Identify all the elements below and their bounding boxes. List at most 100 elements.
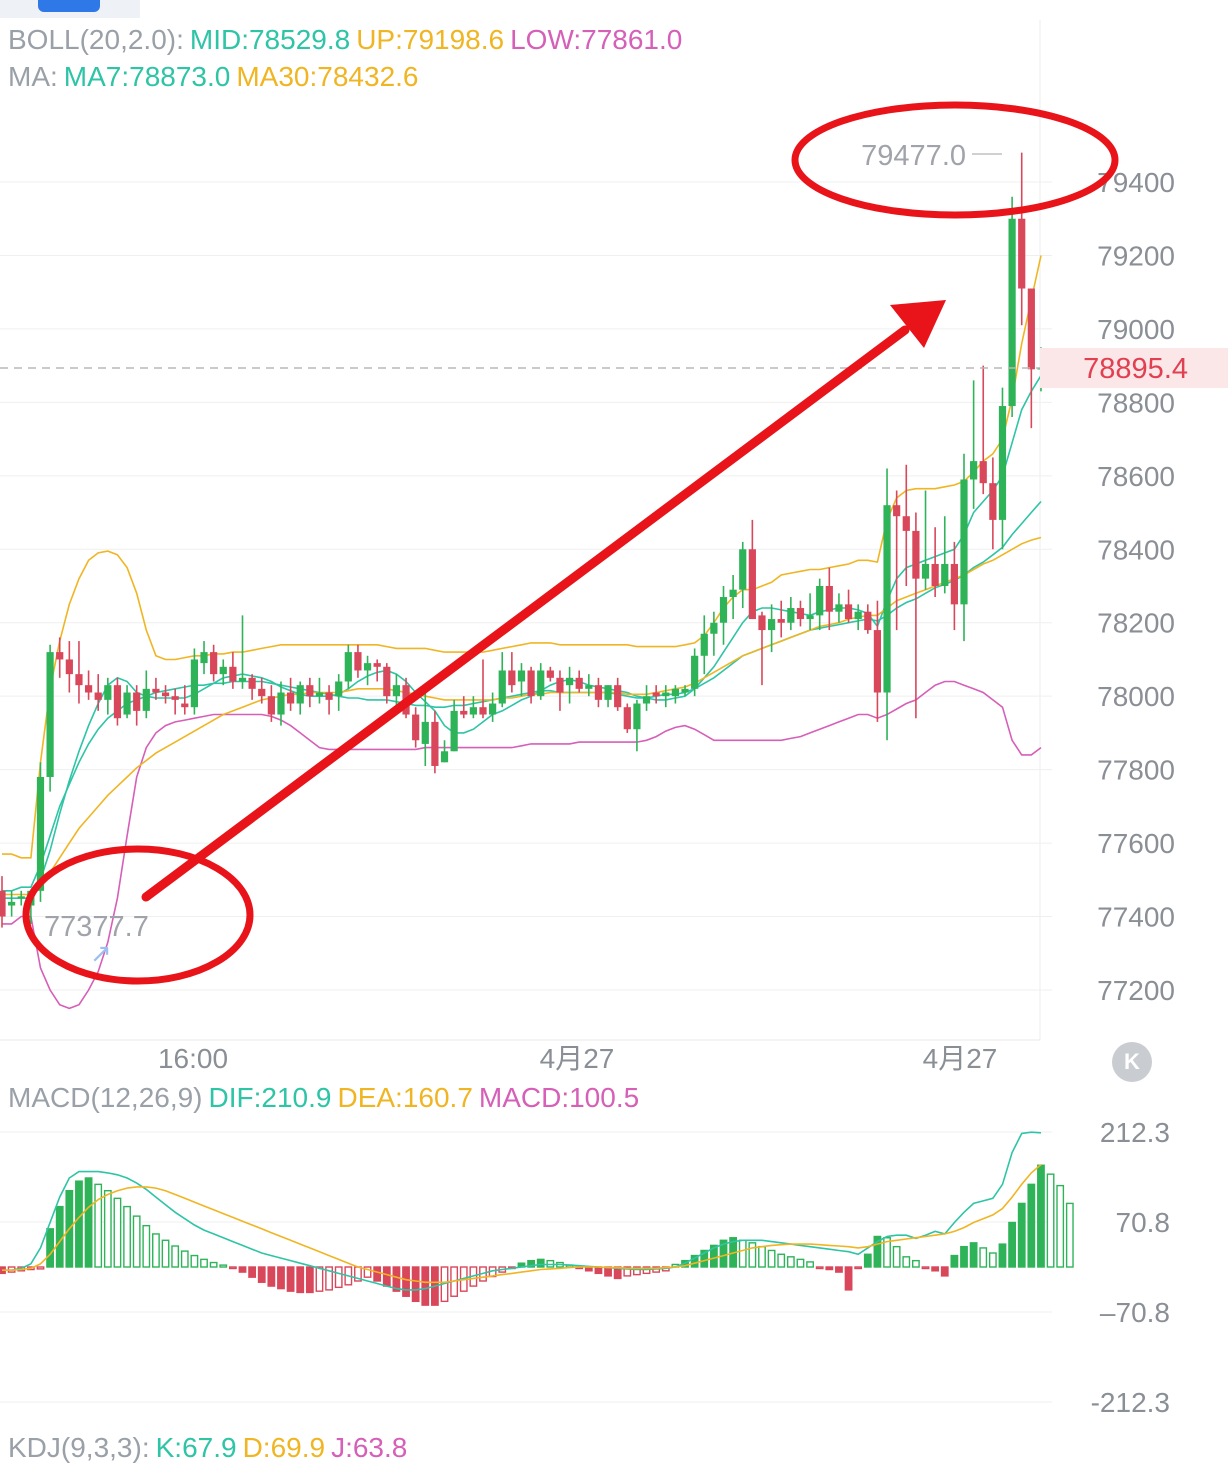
candle-up bbox=[921, 563, 930, 579]
candle-down bbox=[152, 688, 160, 693]
x-tick-label: 4月27 bbox=[923, 1043, 998, 1074]
candle-down bbox=[556, 677, 564, 693]
candle-down bbox=[1018, 218, 1026, 289]
macd-y-tick-label: 70.8 bbox=[1116, 1207, 1171, 1238]
macd-bar bbox=[700, 1249, 709, 1268]
trend-arrow-shaft bbox=[141, 325, 910, 902]
macd-bar bbox=[623, 1266, 632, 1277]
x-tick-label: 16:00 bbox=[158, 1043, 228, 1074]
boll-mid: MID:78529.8 bbox=[189, 24, 351, 55]
macd-bar bbox=[844, 1266, 853, 1291]
candle-up bbox=[537, 670, 545, 697]
candle-up bbox=[469, 707, 477, 715]
candle-up bbox=[585, 685, 593, 689]
annotations: 79477.0 77377.7↗ bbox=[22, 101, 1119, 985]
kline-switch-button[interactable]: K bbox=[1112, 1042, 1152, 1082]
y-tick-label: 78000 bbox=[1097, 681, 1175, 712]
high-circle-annotation bbox=[791, 101, 1119, 219]
candle-down bbox=[931, 563, 939, 586]
candle-up bbox=[719, 597, 728, 623]
macd-bar bbox=[171, 1245, 180, 1268]
candle-down bbox=[844, 604, 853, 620]
candle-up bbox=[710, 622, 718, 634]
y-tick-label: 78200 bbox=[1097, 608, 1175, 639]
dea-value: DEA:160.7 bbox=[337, 1082, 473, 1113]
y-tick-label: 77400 bbox=[1097, 902, 1175, 933]
current-price-label: 78895.4 bbox=[1083, 353, 1188, 385]
candle-down bbox=[652, 692, 660, 697]
candle-down bbox=[325, 692, 333, 700]
candle-up bbox=[489, 703, 497, 715]
macd-bar bbox=[46, 1228, 55, 1268]
macd-bar bbox=[305, 1266, 314, 1294]
macd-bar bbox=[277, 1266, 285, 1290]
candle-down bbox=[383, 666, 391, 697]
macd-bar bbox=[950, 1254, 959, 1268]
macd-bar bbox=[988, 1252, 997, 1268]
macd-bar bbox=[527, 1259, 536, 1268]
macd-lines bbox=[2, 1131, 1042, 1291]
macd-bar bbox=[238, 1266, 247, 1273]
candle-up bbox=[142, 688, 150, 711]
macd-y-tick-label: -212.3 bbox=[1091, 1387, 1170, 1418]
candle-up bbox=[729, 589, 737, 598]
candle-up bbox=[8, 901, 16, 906]
macd-bar bbox=[719, 1239, 728, 1268]
candle-down bbox=[912, 530, 920, 579]
macd-grid bbox=[0, 1131, 1052, 1403]
candle-up bbox=[633, 703, 641, 730]
candle-up bbox=[296, 685, 304, 704]
axis-labels: 7940079200790007880078600784007820078000… bbox=[0, 167, 1228, 1418]
y-tick-label: 77200 bbox=[1097, 975, 1175, 1006]
macd-bar bbox=[709, 1244, 718, 1268]
candle-down bbox=[248, 677, 256, 689]
candle-down bbox=[825, 586, 833, 612]
macd-bar bbox=[75, 1180, 83, 1268]
candle-down bbox=[614, 685, 622, 708]
candle-up bbox=[363, 663, 372, 671]
candlestick-series bbox=[0, 152, 1045, 928]
candle-down bbox=[623, 707, 631, 730]
x-tick-label: 4月27 bbox=[540, 1043, 615, 1074]
macd-bar bbox=[1017, 1202, 1026, 1268]
line-low bbox=[2, 680, 1042, 1010]
candle-up bbox=[277, 692, 285, 715]
ma7-value: MA7:78873.0 bbox=[63, 61, 231, 92]
candle-down bbox=[460, 710, 468, 715]
macd-bar bbox=[257, 1266, 266, 1283]
candle-down bbox=[113, 685, 122, 719]
macd-bar bbox=[854, 1266, 863, 1270]
candle-up bbox=[344, 652, 352, 682]
candle-up bbox=[998, 406, 1007, 520]
candle-down bbox=[989, 483, 997, 520]
macd-y-tick-label: –70.8 bbox=[1100, 1297, 1170, 1328]
candle-up bbox=[883, 505, 891, 693]
low-circle-annotation bbox=[22, 845, 254, 985]
y-tick-label: 78400 bbox=[1097, 534, 1175, 565]
macd-bar bbox=[902, 1256, 911, 1268]
candle-up bbox=[392, 685, 401, 697]
macd-bar bbox=[382, 1266, 391, 1287]
active-tab-indicator[interactable] bbox=[38, 0, 100, 12]
candle-down bbox=[777, 619, 785, 623]
macd-bar bbox=[979, 1247, 988, 1268]
macd-bar bbox=[1046, 1173, 1055, 1268]
y-tick-label: 78600 bbox=[1097, 461, 1175, 492]
macd-bar bbox=[786, 1256, 795, 1268]
current-price-tag-bg bbox=[1040, 348, 1228, 388]
macd-bar bbox=[921, 1266, 930, 1270]
kdj-legend: KDJ(9,3,3): K:67.9 D:69.9 J:63.8 bbox=[8, 1432, 413, 1464]
candle-up bbox=[565, 677, 574, 686]
candle-up bbox=[440, 751, 449, 763]
macd-bar bbox=[411, 1266, 420, 1303]
candle-up bbox=[854, 611, 862, 620]
macd-bar bbox=[84, 1177, 93, 1268]
candle-down bbox=[267, 696, 275, 715]
candle-down bbox=[229, 666, 237, 682]
macd-bar bbox=[36, 1266, 45, 1270]
high-price-label: 79477.0 bbox=[861, 140, 966, 172]
candle-up bbox=[36, 776, 45, 891]
macd-bar bbox=[1065, 1202, 1074, 1268]
candle-up bbox=[335, 681, 343, 697]
